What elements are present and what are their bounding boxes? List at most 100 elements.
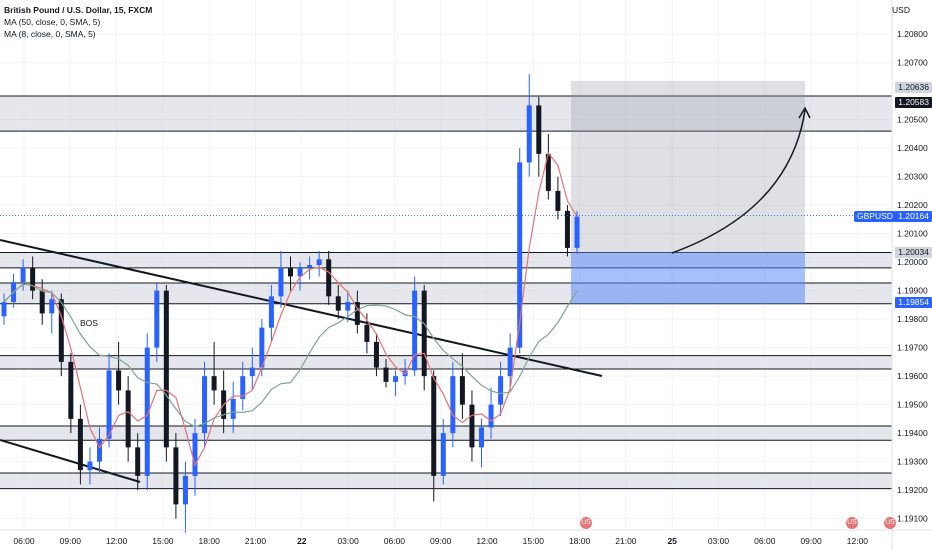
candle — [240, 376, 246, 399]
candle — [278, 267, 284, 297]
price-tick-label: 1.20300 — [897, 172, 928, 182]
candle — [58, 299, 64, 362]
entry-price-tag: 1.20034 — [895, 247, 932, 258]
candle — [488, 404, 494, 428]
high-price-tag: 1.20636 — [895, 82, 932, 93]
ma-fast-line — [3, 151, 578, 467]
time-tick-label: 12:00 — [847, 536, 869, 546]
stop-price-tag: 1.19854 — [895, 297, 932, 308]
candle — [526, 105, 532, 163]
candle — [393, 376, 399, 382]
candle — [259, 327, 265, 368]
time-tick-label: 09:00 — [800, 536, 822, 546]
candle — [297, 267, 303, 277]
candle — [49, 299, 55, 314]
candle — [373, 341, 379, 368]
time-tick-label: 12:00 — [106, 536, 128, 546]
zone-box — [0, 96, 892, 132]
candle — [1, 302, 7, 317]
candle — [412, 290, 418, 371]
time-tick-label: 22 — [297, 536, 307, 546]
candle — [135, 447, 141, 476]
time-tick-label: 09:00 — [60, 536, 82, 546]
candle — [230, 398, 236, 419]
candle — [39, 290, 45, 314]
us-flag-icon[interactable]: US — [884, 517, 896, 529]
candle — [431, 376, 437, 476]
price-tick-label: 1.20400 — [897, 143, 928, 153]
time-tick-label: 25 — [667, 536, 677, 546]
price-tick-label: 1.20200 — [897, 200, 928, 210]
candle — [249, 367, 255, 377]
time-tick-label: 21:00 — [615, 536, 637, 546]
time-tick-label: 15:00 — [523, 536, 545, 546]
candle — [192, 433, 198, 476]
ma-fast-label: MA (8, close, 0, SMA, 5) — [4, 29, 96, 39]
target-zone — [571, 80, 805, 253]
time-tick-label: 18:00 — [199, 536, 221, 546]
candle — [211, 376, 217, 391]
candle — [125, 390, 131, 448]
us-flag-icon[interactable]: US — [846, 517, 858, 529]
price-tick-label: 1.20100 — [897, 229, 928, 239]
candle — [326, 259, 332, 297]
price-tick-label: 1.19100 — [897, 514, 928, 524]
price-tick-label: 1.19600 — [897, 371, 928, 381]
ma-slow-label: MA (50, close, 0, SMA, 5) — [4, 17, 101, 27]
time-tick-label: 06:00 — [754, 536, 776, 546]
bos-label: BOS — [80, 318, 98, 328]
zone-top-price-tag: 1.20583 — [895, 97, 932, 108]
candle — [97, 438, 102, 462]
price-tick-label: 1.19200 — [897, 485, 928, 495]
chart-legend: British Pound / U.S. Dollar, 15, FXCM MA… — [4, 4, 152, 40]
candle — [307, 265, 313, 268]
candle — [163, 290, 169, 448]
candle — [182, 475, 188, 505]
candle — [517, 162, 523, 348]
candle — [268, 296, 274, 328]
price-tick-label: 1.20500 — [897, 115, 928, 125]
ticker-tag: GBPUSD — [854, 211, 896, 222]
symbol-title: British Pound / U.S. Dollar, 15, FXCM — [4, 5, 153, 15]
time-tick-label: 03:00 — [337, 536, 359, 546]
trendline — [0, 439, 141, 483]
candle — [507, 347, 513, 377]
currency-label: USD — [892, 5, 910, 15]
candle — [106, 370, 112, 439]
price-tick-label: 1.20700 — [897, 58, 928, 68]
candle — [173, 447, 179, 505]
projection-arrow — [671, 109, 806, 254]
candle — [383, 367, 389, 382]
price-tick-label: 1.19800 — [897, 314, 928, 324]
candle — [555, 190, 561, 211]
candle — [116, 370, 122, 391]
candle — [68, 361, 74, 419]
time-tick-label: 12:00 — [476, 536, 498, 546]
time-tick-label: 18:00 — [569, 536, 591, 546]
candle — [421, 290, 427, 377]
time-tick-label: 21:00 — [245, 536, 267, 546]
candle — [450, 376, 456, 434]
candle — [335, 296, 341, 311]
candle — [154, 290, 160, 348]
zone-box — [0, 425, 892, 441]
candle — [536, 105, 542, 154]
arrow-head — [798, 106, 811, 119]
us-flag-icon[interactable]: US — [580, 517, 592, 529]
candle — [316, 259, 322, 265]
stop-zone — [571, 252, 805, 304]
candle — [574, 216, 580, 248]
candle — [202, 376, 208, 434]
candle — [144, 347, 150, 476]
candle — [479, 427, 484, 448]
candle — [77, 418, 83, 471]
price-tick-label: 1.19400 — [897, 428, 928, 438]
zone-box — [0, 355, 892, 370]
price-tick-label: 1.19500 — [897, 400, 928, 410]
time-tick-label: 09:00 — [430, 536, 452, 546]
price-tick-label: 1.19900 — [897, 286, 928, 296]
price-tick-label: 1.20000 — [897, 257, 928, 267]
candle — [564, 210, 570, 248]
candle — [87, 461, 93, 471]
